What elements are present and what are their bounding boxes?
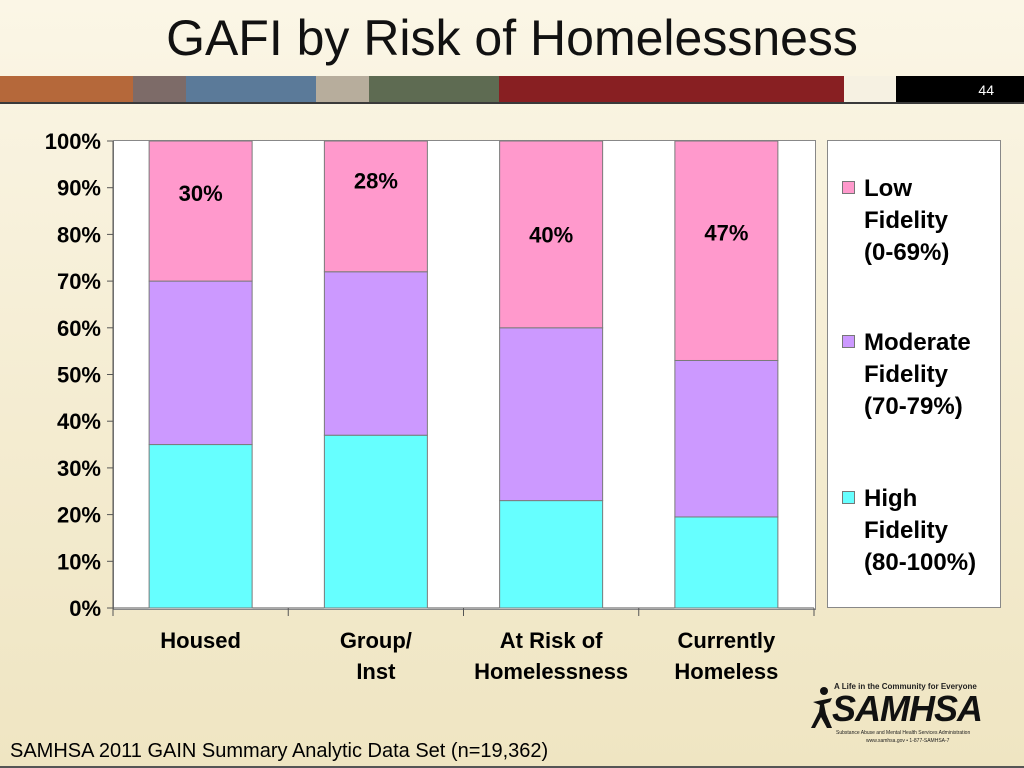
bar-segment [499,500,604,609]
bar-segment [148,140,253,282]
y-tick-label: 0% [69,596,101,621]
data-label: 30% [179,181,223,206]
bar-segment [148,280,253,446]
x-category-label: At Risk of [500,628,603,653]
bar-segment [323,140,428,273]
footer-rule [0,766,1024,768]
bar-segment [499,140,604,329]
x-category-label: Group/ [340,628,412,653]
footer-source: SAMHSA 2011 GAIN Summary Analytic Data S… [10,740,549,762]
y-tick-label: 90% [57,176,101,201]
band-segment [844,76,896,102]
bar-segment [148,444,253,609]
bar-segment [674,140,779,361]
logo-contact: www.samhsa.gov • 1-877-SAMHSA-7 [866,738,950,744]
data-label: 28% [354,168,398,193]
legend-swatch-moderate [842,335,855,348]
x-category-label: Homelessness [474,659,628,684]
legend-swatch-low [842,181,855,194]
legend-label-high: High Fidelity (80-100%) [864,485,977,576]
band-segment [186,76,316,102]
bar-segment [323,434,428,609]
band-segment [896,76,1024,102]
x-category-label: Homeless [674,659,778,684]
x-category-label: Currently [677,628,776,653]
logo-tagline: A Life in the Community for Everyone [834,682,977,691]
legend-label-low: Low Fidelity (0-69%) [864,175,950,266]
bar-segment [499,327,604,502]
logo-wordmark: SAMHSA [832,688,983,729]
chart-legend: Low Fidelity (0-69%) Moderate Fidelity (… [827,140,1001,608]
bar-segment [674,359,779,518]
slide-title: GAFI by Risk of Homelessness [166,10,858,66]
y-tick-label: 70% [57,269,101,294]
x-category-label: Inst [356,659,396,684]
y-tick-label: 30% [57,456,101,481]
bar-segment [323,271,428,436]
y-tick-label: 80% [57,222,101,247]
logo-subtitle: Substance Abuse and Mental Health Servic… [836,730,971,736]
y-tick-label: 100% [45,129,101,154]
x-category-label: Housed [160,628,241,653]
data-label: 47% [704,221,748,246]
band-segment [133,76,186,102]
band-segment [499,76,844,102]
color-band: 44 [0,76,1024,104]
band-rule [0,102,1024,104]
person-figure-icon [811,687,832,728]
y-tick-label: 50% [57,363,101,388]
legend-label-moderate: Moderate Fidelity (70-79%) [864,329,971,420]
y-tick-label: 20% [57,503,101,528]
legend-swatch-high [842,491,855,504]
slide-number: 44 [978,82,994,98]
band-segment [369,76,499,102]
y-tick-label: 60% [57,316,101,341]
y-tick-label: 10% [57,549,101,574]
band-segment [316,76,369,102]
bar-segment [674,516,779,609]
data-label: 40% [529,222,573,247]
band-segment [0,76,133,102]
samhsa-logo: A Life in the Community for Everyone SAM… [806,680,983,746]
y-tick-label: 40% [57,409,101,434]
